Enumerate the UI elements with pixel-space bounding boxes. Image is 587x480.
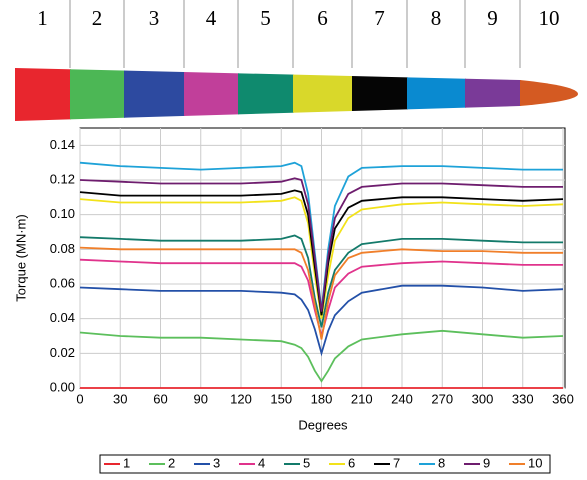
y-tick-label: 0.02 — [50, 345, 75, 360]
legend-label: 5 — [303, 455, 310, 470]
legend-label: 10 — [528, 455, 542, 470]
y-tick-label: 0.04 — [50, 310, 75, 325]
legend-label: 1 — [123, 455, 130, 470]
legend-label: 9 — [483, 455, 490, 470]
section-label: 7 — [374, 6, 385, 30]
y-tick-label: 0.06 — [50, 275, 75, 290]
section-label: 10 — [539, 6, 560, 30]
blade-section — [70, 68, 125, 121]
x-tick-label: 30 — [113, 391, 127, 406]
y-tick-label: 0.10 — [50, 206, 75, 221]
blade: 1 2 3 4 5 6 7 8 9 10 — [15, 0, 578, 121]
section-label: 4 — [206, 6, 217, 30]
y-tick-label: 0.12 — [50, 171, 75, 186]
blade-section — [465, 68, 521, 121]
x-tick-label: 360 — [552, 391, 574, 406]
section-label: 5 — [260, 6, 271, 30]
legend-label: 2 — [168, 455, 175, 470]
section-label: 1 — [37, 6, 48, 30]
section-label: 3 — [149, 6, 160, 30]
legend-label: 3 — [213, 455, 220, 470]
x-tick-label: 300 — [472, 391, 494, 406]
x-tick-label: 270 — [431, 391, 453, 406]
series-line — [79, 234, 563, 328]
blade-section — [293, 68, 353, 121]
section-label: 9 — [487, 6, 498, 30]
x-tick-label: 180 — [311, 391, 333, 406]
y-tick-label: 0.00 — [50, 379, 75, 394]
x-axis-label: Degrees — [298, 417, 348, 432]
blade-section — [184, 68, 239, 121]
blade-section — [238, 68, 294, 121]
x-tick-label: 0 — [76, 391, 83, 406]
x-tick-label: 90 — [194, 391, 208, 406]
legend-label: 7 — [393, 455, 400, 470]
blade-section — [520, 68, 578, 121]
x-tick-label: 120 — [230, 391, 252, 406]
x-tick-label: 150 — [270, 391, 292, 406]
y-axis-label: Torque (MN·m) — [13, 214, 28, 301]
x-tick-label: 210 — [351, 391, 373, 406]
legend — [99, 454, 551, 474]
series-line — [79, 246, 563, 340]
legend-label: 6 — [348, 455, 355, 470]
section-label: 8 — [431, 6, 442, 30]
section-label: 6 — [317, 6, 328, 30]
series-line — [79, 177, 563, 312]
blade-body — [15, 68, 578, 121]
x-tick-label: 330 — [512, 391, 534, 406]
blade-section — [15, 68, 71, 121]
legend-label: 4 — [258, 455, 265, 470]
y-tick-label: 0.08 — [50, 241, 75, 256]
series-line — [79, 284, 564, 357]
blade-section — [407, 68, 466, 121]
section-label: 2 — [92, 6, 103, 30]
legend-label: 8 — [438, 455, 445, 470]
x-tick-label: 60 — [153, 391, 167, 406]
blade-section — [124, 68, 185, 121]
y-tick-label: 0.14 — [50, 137, 75, 152]
x-tick-label: 240 — [391, 391, 413, 406]
blade-section — [352, 68, 408, 121]
series-line — [79, 329, 564, 383]
